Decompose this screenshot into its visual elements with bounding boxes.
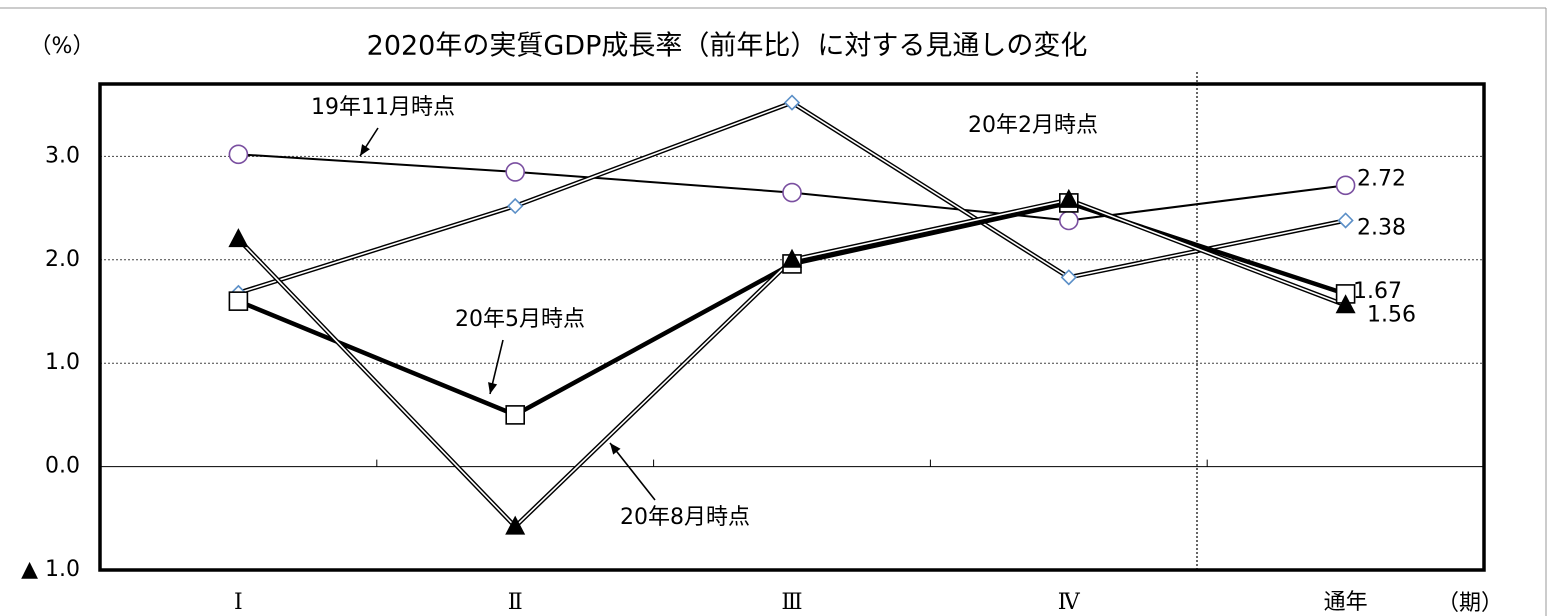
marker xyxy=(505,515,526,535)
marker xyxy=(228,144,249,165)
marker xyxy=(228,291,249,311)
marker xyxy=(1060,269,1077,286)
data-label: 2.72 xyxy=(1357,166,1406,191)
arrow-head xyxy=(488,382,498,394)
y-tick-label: ▲ 1.0 xyxy=(21,557,80,582)
series-line xyxy=(237,200,1347,418)
y-unit: （%） xyxy=(30,34,95,59)
data-label: 1.67 xyxy=(1353,279,1402,304)
y-tick-label: 2.0 xyxy=(45,247,80,272)
y-tick-label: 1.0 xyxy=(45,350,80,375)
marker xyxy=(783,94,801,111)
y-tick-label: 0.0 xyxy=(45,454,80,479)
series-annotation: 19年11月時点 xyxy=(311,95,455,120)
arrow-head xyxy=(610,443,621,455)
marker xyxy=(782,248,802,268)
x-tick-label: 通年 xyxy=(1324,590,1368,615)
annotation-arrow xyxy=(609,442,656,501)
x-unit: （期） xyxy=(1437,591,1503,616)
x-tick-label: Ⅳ xyxy=(1058,590,1081,615)
x-tick-label: Ⅱ xyxy=(508,590,523,615)
marker xyxy=(1335,175,1356,196)
arrow-head xyxy=(360,144,370,156)
plot-frame xyxy=(98,82,1486,572)
y-tick-label: 3.0 xyxy=(45,143,80,168)
data-label: 2.38 xyxy=(1357,215,1406,240)
chart-title: 2020年の実質GDP成長率（前年比）に対する見通しの変化 xyxy=(367,31,1088,62)
marker xyxy=(1058,188,1079,208)
data-label: 1.56 xyxy=(1367,302,1416,327)
marker xyxy=(782,182,802,203)
marker xyxy=(1335,294,1356,314)
marker xyxy=(505,405,526,425)
x-tick-label: Ⅲ xyxy=(781,590,802,615)
marker xyxy=(505,162,526,182)
marker xyxy=(507,197,524,215)
series-annotation: 20年5月時点 xyxy=(455,307,585,332)
marker xyxy=(228,228,249,248)
marker xyxy=(1059,210,1079,231)
series-annotation: 20年8月時点 xyxy=(620,505,750,530)
marker xyxy=(1337,212,1354,229)
series-annotation: 20年2月時点 xyxy=(968,113,1098,138)
x-tick-label: Ⅰ xyxy=(234,590,243,615)
